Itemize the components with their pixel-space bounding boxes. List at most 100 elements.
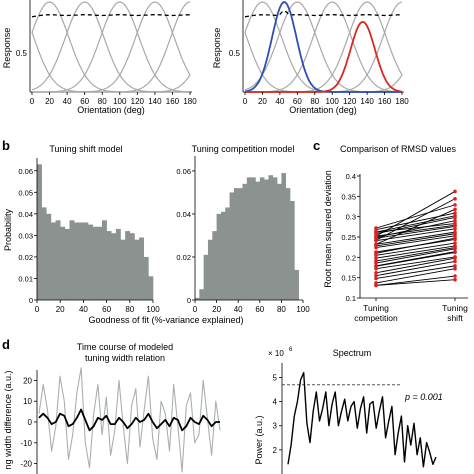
histogram-bar <box>255 181 261 300</box>
y-tick-label: -20 <box>20 460 32 469</box>
histogram-bar <box>268 175 274 300</box>
histogram-bar <box>60 226 66 300</box>
y-tick-label: 0 <box>29 296 33 305</box>
histogram-bar <box>120 239 126 300</box>
subject-line <box>375 260 456 277</box>
histogram-bar <box>143 256 149 300</box>
x-tick-label: 180 <box>183 97 197 106</box>
x-tick-label: 80 <box>277 305 286 314</box>
y-tick-label: 5 <box>273 373 278 382</box>
subject-line <box>375 265 456 279</box>
subject-line <box>375 215 456 233</box>
histogram-bar <box>125 231 131 300</box>
panel-c-xtick-competition-l2: competition <box>354 313 398 323</box>
histogram-bar <box>277 183 282 300</box>
x-tick-label: 20 <box>212 305 221 314</box>
population-envelope <box>31 14 190 18</box>
panel-c-plot: 0.1 0.15 0.2 0.25 0.3 0.35 0.4 <box>341 172 468 303</box>
rmsd-point-shift <box>453 215 457 220</box>
subject-line <box>375 251 456 267</box>
x-tick-label: 0 <box>30 97 35 106</box>
x-tick-label: 0 <box>243 97 248 106</box>
panel-c-xtick-shift-l2: shift <box>447 313 463 323</box>
histogram-bar <box>264 179 269 300</box>
rmsd-point-competition <box>374 238 378 243</box>
rmsd-point-shift <box>453 207 457 212</box>
smoothed-timecourse-line <box>38 408 220 432</box>
histogram-bar <box>64 228 70 300</box>
x-tick-label: 60 <box>80 97 89 106</box>
histogram-bar <box>69 220 75 300</box>
rmsd-point-shift <box>453 277 457 282</box>
x-tick-label: 120 <box>343 97 357 106</box>
y-tick-label: 0.01 <box>18 274 33 283</box>
histogram-bar <box>139 237 145 300</box>
histogram-bar <box>50 222 56 300</box>
histogram-bar <box>285 188 291 300</box>
y-tick-label: 10 <box>23 397 32 406</box>
y-tick-label: 0 <box>187 296 191 305</box>
rmsd-point-competition <box>374 256 378 260</box>
histogram-bar <box>55 220 61 300</box>
rmsd-point-shift <box>453 246 457 251</box>
x-tick-label: 180 <box>395 97 409 106</box>
subject-line <box>375 268 456 284</box>
histogram-bar <box>281 173 287 300</box>
panel-c-title: Comparison of RMSD values <box>340 144 457 154</box>
rmsd-point-shift <box>453 196 457 201</box>
histogram-bar <box>203 254 209 300</box>
histogram-bar <box>212 231 217 300</box>
histogram-bar <box>148 276 154 300</box>
x-tick-label: 100 <box>326 97 340 106</box>
panel-d-right-ylabel: Power (a.u.) <box>254 415 264 464</box>
subject-line <box>375 204 456 229</box>
panel-d-left-title-l1: Time course of modeled <box>77 342 173 352</box>
x-tick-label: 20 <box>45 97 54 106</box>
y-tick-label: 3 <box>273 422 278 431</box>
y-tick-label: 0.15 <box>341 274 356 283</box>
y-tick-label: 0.1 <box>346 294 356 303</box>
panel-d-right-exponent: × 10 <box>268 349 284 358</box>
panel-c-xtick-competition-l1: Tuning <box>363 303 389 313</box>
y-tick-label: -10 <box>20 439 32 448</box>
rmsd-point-competition <box>374 261 378 265</box>
y-tick-label: 4 <box>273 398 278 407</box>
panel-d-right-plot: 5 4 3 2 <box>273 363 437 474</box>
y-tick-label: 0.4 <box>346 172 356 181</box>
histogram-bar <box>92 226 98 300</box>
x-tick-label: 60 <box>255 305 264 314</box>
panel-b-right-title: Tuning competition model <box>192 144 295 154</box>
subject-line <box>375 212 456 231</box>
panel-b-left-title: Tuning shift model <box>49 144 122 154</box>
y-tick-label: 0.04 <box>18 210 33 219</box>
histogram-bar <box>88 224 93 300</box>
rmsd-point-competition <box>374 276 378 281</box>
x-tick-label: 80 <box>310 97 319 106</box>
panel-d-right-exponent-power: 6 <box>289 347 293 353</box>
histogram-bar <box>294 269 299 300</box>
rmsd-point-shift <box>453 189 457 194</box>
histogram-bar <box>115 228 121 300</box>
subject-line <box>375 191 456 237</box>
subject-line <box>375 225 456 239</box>
rmsd-point-competition <box>374 245 378 250</box>
rmsd-point-competition <box>374 283 378 288</box>
histogram-bar <box>199 289 204 300</box>
histogram-bar <box>83 222 89 300</box>
x-tick-label: 0 <box>35 305 40 314</box>
panel-a-left-xlabel: Orientation (deg) <box>77 105 145 115</box>
subject-line <box>375 242 456 256</box>
x-tick-label: 100 <box>296 305 310 314</box>
rmsd-point-competition <box>374 230 378 234</box>
histogram-bar <box>46 213 52 300</box>
panel-d-right-title: Spectrum <box>333 348 372 358</box>
rmsd-point-shift <box>453 227 457 231</box>
x-tick-label: 80 <box>125 305 134 314</box>
subject-line <box>375 248 456 264</box>
x-tick-label: 100 <box>113 97 127 106</box>
y-tick-label: 0.3 <box>346 213 356 222</box>
panel-b-ylabel: Probability <box>3 208 13 251</box>
rmsd-point-competition <box>374 266 378 271</box>
histogram-bar <box>238 188 243 300</box>
